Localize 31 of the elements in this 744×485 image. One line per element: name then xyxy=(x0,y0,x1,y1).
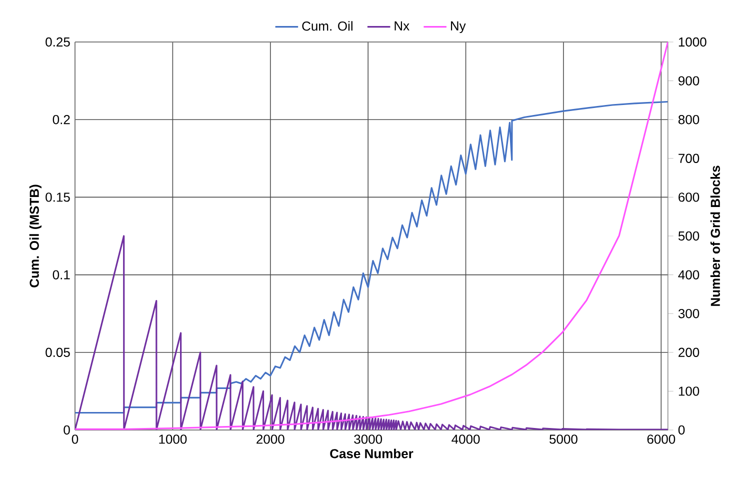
y-tick-label: 0.25 xyxy=(46,37,70,47)
y2-tick-label: 900 xyxy=(678,76,700,86)
y2-tick-label: 100 xyxy=(678,386,700,396)
legend-label: Ny xyxy=(450,21,466,34)
y2-tick-label: 1000 xyxy=(678,37,706,47)
y2-axis-title: Number of Grid Blocks xyxy=(710,166,720,306)
x-tick-label: 3000 xyxy=(354,434,382,444)
y-tick-label: 0 xyxy=(64,425,70,435)
y-tick-label: 0.05 xyxy=(46,348,70,357)
y-axis-title: Cum. Oil (MSTB) xyxy=(29,184,42,288)
y-tick-label: 0.1 xyxy=(52,270,70,280)
legend-label: Nx xyxy=(394,21,410,30)
y2-tick-label: 800 xyxy=(678,114,700,124)
y2-tick-label: 400 xyxy=(678,270,700,280)
y2-tick-label: 500 xyxy=(678,231,700,241)
x-tick-label: 0 xyxy=(72,434,78,444)
y2-tick-label: 300 xyxy=(678,308,700,318)
y2-tick-label: 600 xyxy=(678,192,700,202)
x-tick-label: 4000 xyxy=(452,434,480,444)
y2-tick-label: 0 xyxy=(678,425,685,435)
y2-tick-label: 700 xyxy=(678,154,700,163)
x-axis-title: Case Number xyxy=(330,448,414,458)
x-tick-label: 6000 xyxy=(647,434,676,444)
legend-label: Cum. Oil xyxy=(302,21,352,31)
x-tick-label: 1000 xyxy=(159,434,187,444)
y-tick-label: 0.15 xyxy=(46,192,70,202)
x-tick-label: 2000 xyxy=(256,434,284,444)
y2-tick-label: 200 xyxy=(678,348,700,357)
y-tick-label: 0.2 xyxy=(52,114,70,124)
line-series xyxy=(75,100,668,414)
x-tick-label: 5000 xyxy=(550,434,578,444)
